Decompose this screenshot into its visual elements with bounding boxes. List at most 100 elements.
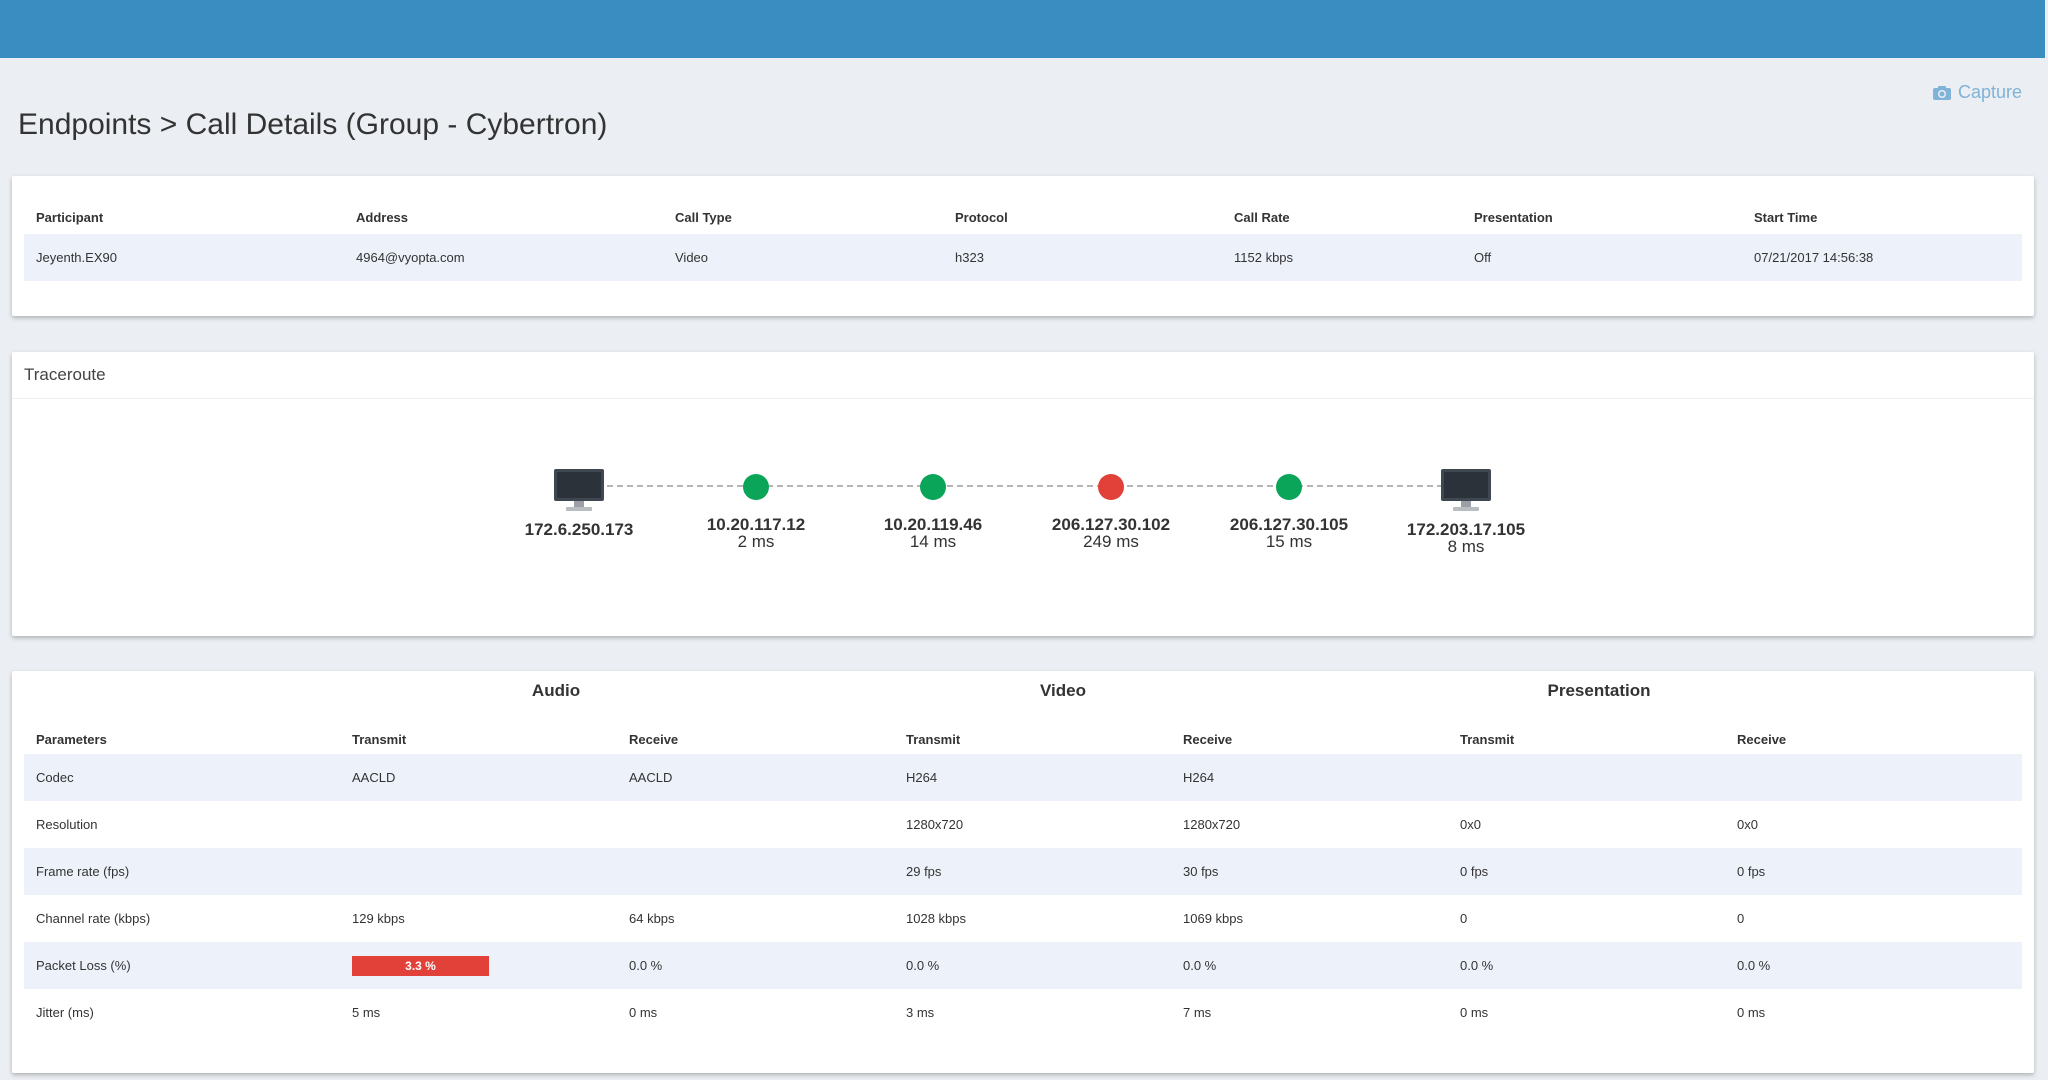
table-row: Resolution 1280x720 1280x720 0x0 0x0 bbox=[24, 801, 2022, 848]
start-time-cell: 07/21/2017 14:56:38 bbox=[1754, 250, 1874, 265]
stat-cell: 3 ms bbox=[906, 1005, 935, 1020]
stat-cell: 0.0 % bbox=[629, 958, 663, 973]
trace-node-destination[interactable]: 172.203.17.105 8 ms bbox=[1376, 468, 1556, 556]
column-header-call-rate: Call Rate bbox=[1234, 209, 1290, 225]
column-header-address: Address bbox=[356, 209, 409, 225]
hop-status-dot bbox=[1276, 474, 1302, 500]
stat-cell: 0.0 % bbox=[1460, 958, 1494, 973]
call-rate-cell: 1152 kbps bbox=[1234, 250, 1294, 265]
address-cell: 4964@vyopta.com bbox=[356, 250, 465, 265]
column-header-presentation-transmit: Transmit bbox=[1460, 731, 1515, 747]
stat-cell bbox=[617, 848, 894, 895]
stat-cell: 64 kbps bbox=[629, 911, 675, 926]
capture-label: Capture bbox=[1957, 82, 2022, 102]
capture-button[interactable]: Capture bbox=[1932, 82, 2022, 103]
traceroute-panel: Traceroute 172.6.250.173 10.20.117.12 2 … bbox=[12, 352, 2034, 636]
stat-cell: 0x0 bbox=[1737, 817, 1758, 832]
trace-node-ip: 10.20.117.12 bbox=[706, 515, 806, 534]
trace-node-hop-1[interactable]: 10.20.117.12 2 ms bbox=[666, 474, 846, 551]
parameter-name: Codec bbox=[36, 770, 74, 785]
trace-node-latency: 14 ms bbox=[909, 532, 957, 551]
stat-cell bbox=[1725, 754, 2022, 801]
stat-cell: 0.0 % bbox=[1183, 958, 1217, 973]
trace-node-hop-2[interactable]: 10.20.119.46 14 ms bbox=[843, 474, 1023, 551]
trace-node-ip: 172.203.17.105 bbox=[1406, 520, 1526, 539]
stat-cell: H264 bbox=[906, 770, 938, 785]
trace-node-source[interactable]: 172.6.250.173 bbox=[489, 468, 669, 538]
column-header-parameters: Parameters bbox=[36, 731, 107, 747]
section-header-audio: Audio bbox=[531, 681, 581, 700]
packet-loss-alert-badge: 3.3 % bbox=[352, 955, 489, 976]
participants-header-row: Participant Address Call Type Protocol C… bbox=[24, 200, 2022, 234]
trace-node-latency: 15 ms bbox=[1265, 532, 1313, 551]
monitor-icon bbox=[1441, 469, 1491, 511]
stat-cell: 3.3 % bbox=[340, 942, 617, 989]
parameter-name: Resolution bbox=[36, 817, 98, 832]
parameter-name: Frame rate (fps) bbox=[36, 864, 130, 879]
stat-cell: AACLD bbox=[629, 770, 673, 785]
stat-cell: 0x0 bbox=[1460, 817, 1481, 832]
parameter-name: Channel rate (kbps) bbox=[36, 911, 151, 926]
stat-cell: 1028 kbps bbox=[906, 911, 966, 926]
stat-cell: 129 kbps bbox=[352, 911, 405, 926]
monitor-icon bbox=[554, 469, 604, 511]
trace-node-latency: 8 ms bbox=[1447, 537, 1485, 556]
trace-node-latency: 249 ms bbox=[1083, 532, 1139, 551]
parameter-name: Packet Loss (%) bbox=[36, 958, 131, 973]
camera-icon bbox=[1932, 85, 1951, 100]
top-navigation-bar bbox=[0, 0, 2045, 58]
column-header-protocol: Protocol bbox=[955, 209, 1008, 225]
column-header-video-transmit: Transmit bbox=[906, 731, 961, 747]
table-row: Channel rate (kbps) 129 kbps 64 kbps 102… bbox=[24, 895, 2022, 942]
participants-panel: Participant Address Call Type Protocol C… bbox=[12, 176, 2034, 316]
parameter-name: Jitter (ms) bbox=[36, 1005, 94, 1020]
column-header-audio-transmit: Transmit bbox=[352, 731, 407, 747]
stat-cell bbox=[1448, 754, 1725, 801]
column-header-presentation-receive: Receive bbox=[1737, 731, 1787, 747]
column-header-participant: Participant bbox=[36, 209, 104, 225]
presentation-cell: Off bbox=[1474, 250, 1492, 265]
stat-cell: 0 fps bbox=[1737, 864, 1766, 879]
stat-cell: 0 fps bbox=[1460, 864, 1489, 879]
stat-cell: 0.0 % bbox=[1737, 958, 1771, 973]
hop-status-dot bbox=[743, 474, 769, 500]
column-header-call-type: Call Type bbox=[675, 209, 732, 225]
column-header-start-time: Start Time bbox=[1754, 209, 1818, 225]
hop-status-dot bbox=[920, 474, 946, 500]
traceroute-path-line bbox=[577, 485, 1463, 487]
table-row[interactable]: Jeyenth.EX90 4964@vyopta.com Video h323 … bbox=[24, 234, 2022, 281]
stat-cell: 7 ms bbox=[1183, 1005, 1212, 1020]
stat-cell: 0 bbox=[1460, 911, 1468, 926]
stat-cell: 30 fps bbox=[1183, 864, 1219, 879]
trace-node-hop-4[interactable]: 206.127.30.105 15 ms bbox=[1199, 474, 1379, 551]
stat-cell: AACLD bbox=[352, 770, 396, 785]
participants-table: Participant Address Call Type Protocol C… bbox=[24, 200, 2022, 281]
hop-status-dot bbox=[1098, 474, 1124, 500]
media-stats-panel: Audio Video Presentation Parameters Tran… bbox=[12, 671, 2034, 1073]
trace-node-ip: 206.127.30.105 bbox=[1229, 515, 1349, 534]
table-row: Frame rate (fps) 29 fps 30 fps 0 fps 0 f… bbox=[24, 848, 2022, 895]
trace-node-ip: 10.20.119.46 bbox=[883, 515, 983, 534]
traceroute-title: Traceroute bbox=[12, 352, 2034, 399]
protocol-cell: h323 bbox=[955, 250, 984, 265]
media-stats-table: Parameters Transmit Receive Transmit Rec… bbox=[24, 724, 2022, 1036]
column-header-video-receive: Receive bbox=[1183, 731, 1233, 747]
stat-cell: H264 bbox=[1183, 770, 1215, 785]
stat-cell bbox=[340, 801, 617, 848]
section-header-presentation: Presentation bbox=[1547, 681, 1651, 700]
trace-node-ip: 206.127.30.102 bbox=[1051, 515, 1171, 534]
stat-cell: 5 ms bbox=[352, 1005, 381, 1020]
stat-cell bbox=[617, 801, 894, 848]
stat-cell: 1280x720 bbox=[1183, 817, 1241, 832]
stats-header-row: Parameters Transmit Receive Transmit Rec… bbox=[24, 724, 2022, 754]
section-header-video: Video bbox=[1040, 681, 1086, 700]
call-type-cell: Video bbox=[675, 250, 709, 265]
participant-cell: Jeyenth.EX90 bbox=[36, 250, 117, 265]
trace-node-hop-3[interactable]: 206.127.30.102 249 ms bbox=[1021, 474, 1201, 551]
stat-cell: 0 bbox=[1737, 911, 1745, 926]
stat-cell: 0.0 % bbox=[906, 958, 940, 973]
trace-node-latency: 2 ms bbox=[737, 532, 775, 551]
column-header-audio-receive: Receive bbox=[629, 731, 679, 747]
stat-cell: 1280x720 bbox=[906, 817, 964, 832]
traceroute-diagram: 172.6.250.173 10.20.117.12 2 ms 10.20.11… bbox=[12, 352, 2034, 636]
